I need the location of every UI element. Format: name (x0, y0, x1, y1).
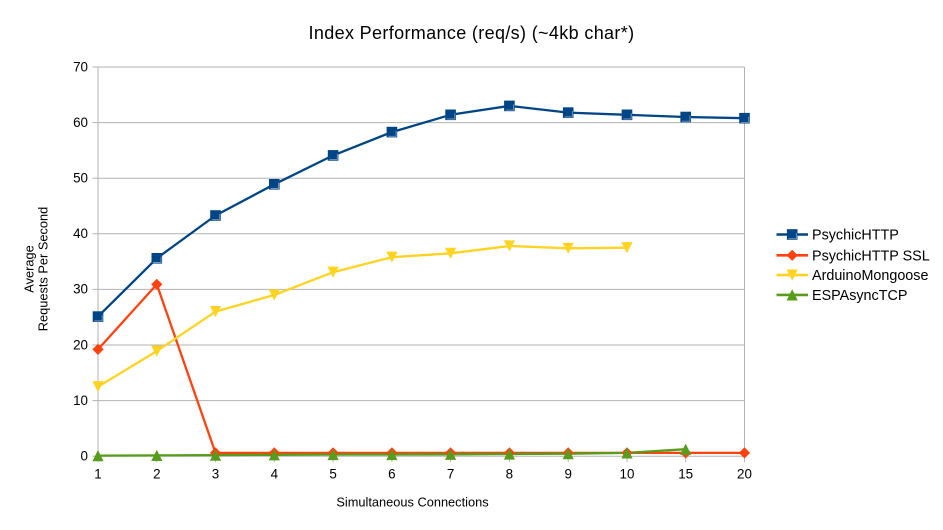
svg-text:3: 3 (212, 467, 219, 482)
svg-text:ESPAsyncTCP: ESPAsyncTCP (812, 288, 907, 304)
svg-text:4: 4 (271, 467, 279, 482)
svg-text:1: 1 (94, 467, 101, 482)
svg-text:10: 10 (73, 393, 88, 408)
svg-text:6: 6 (388, 467, 395, 482)
svg-text:70: 70 (73, 59, 88, 74)
svg-text:PsychicHTTP: PsychicHTTP (812, 228, 899, 244)
svg-text:2: 2 (153, 467, 160, 482)
svg-text:60: 60 (73, 115, 88, 130)
svg-text:ArduinoMongoose: ArduinoMongoose (812, 268, 928, 284)
svg-text:7: 7 (447, 467, 454, 482)
svg-text:8: 8 (506, 467, 513, 482)
svg-text:AverageRequests Per Second: AverageRequests Per Second (22, 207, 51, 332)
svg-text:50: 50 (73, 171, 88, 186)
svg-text:Index Performance (req/s) (~4k: Index Performance (req/s) (~4kb char*) (309, 23, 635, 43)
svg-text:40: 40 (73, 226, 88, 241)
svg-text:20: 20 (73, 337, 88, 352)
svg-text:20: 20 (737, 467, 752, 482)
svg-text:PsychicHTTP SSL: PsychicHTTP SSL (812, 248, 930, 264)
svg-text:0: 0 (81, 449, 88, 464)
svg-text:Simultaneous Connections: Simultaneous Connections (336, 495, 488, 510)
svg-text:5: 5 (329, 467, 336, 482)
svg-text:15: 15 (678, 467, 693, 482)
svg-text:30: 30 (73, 282, 88, 297)
svg-text:10: 10 (620, 467, 635, 482)
svg-text:9: 9 (564, 467, 571, 482)
